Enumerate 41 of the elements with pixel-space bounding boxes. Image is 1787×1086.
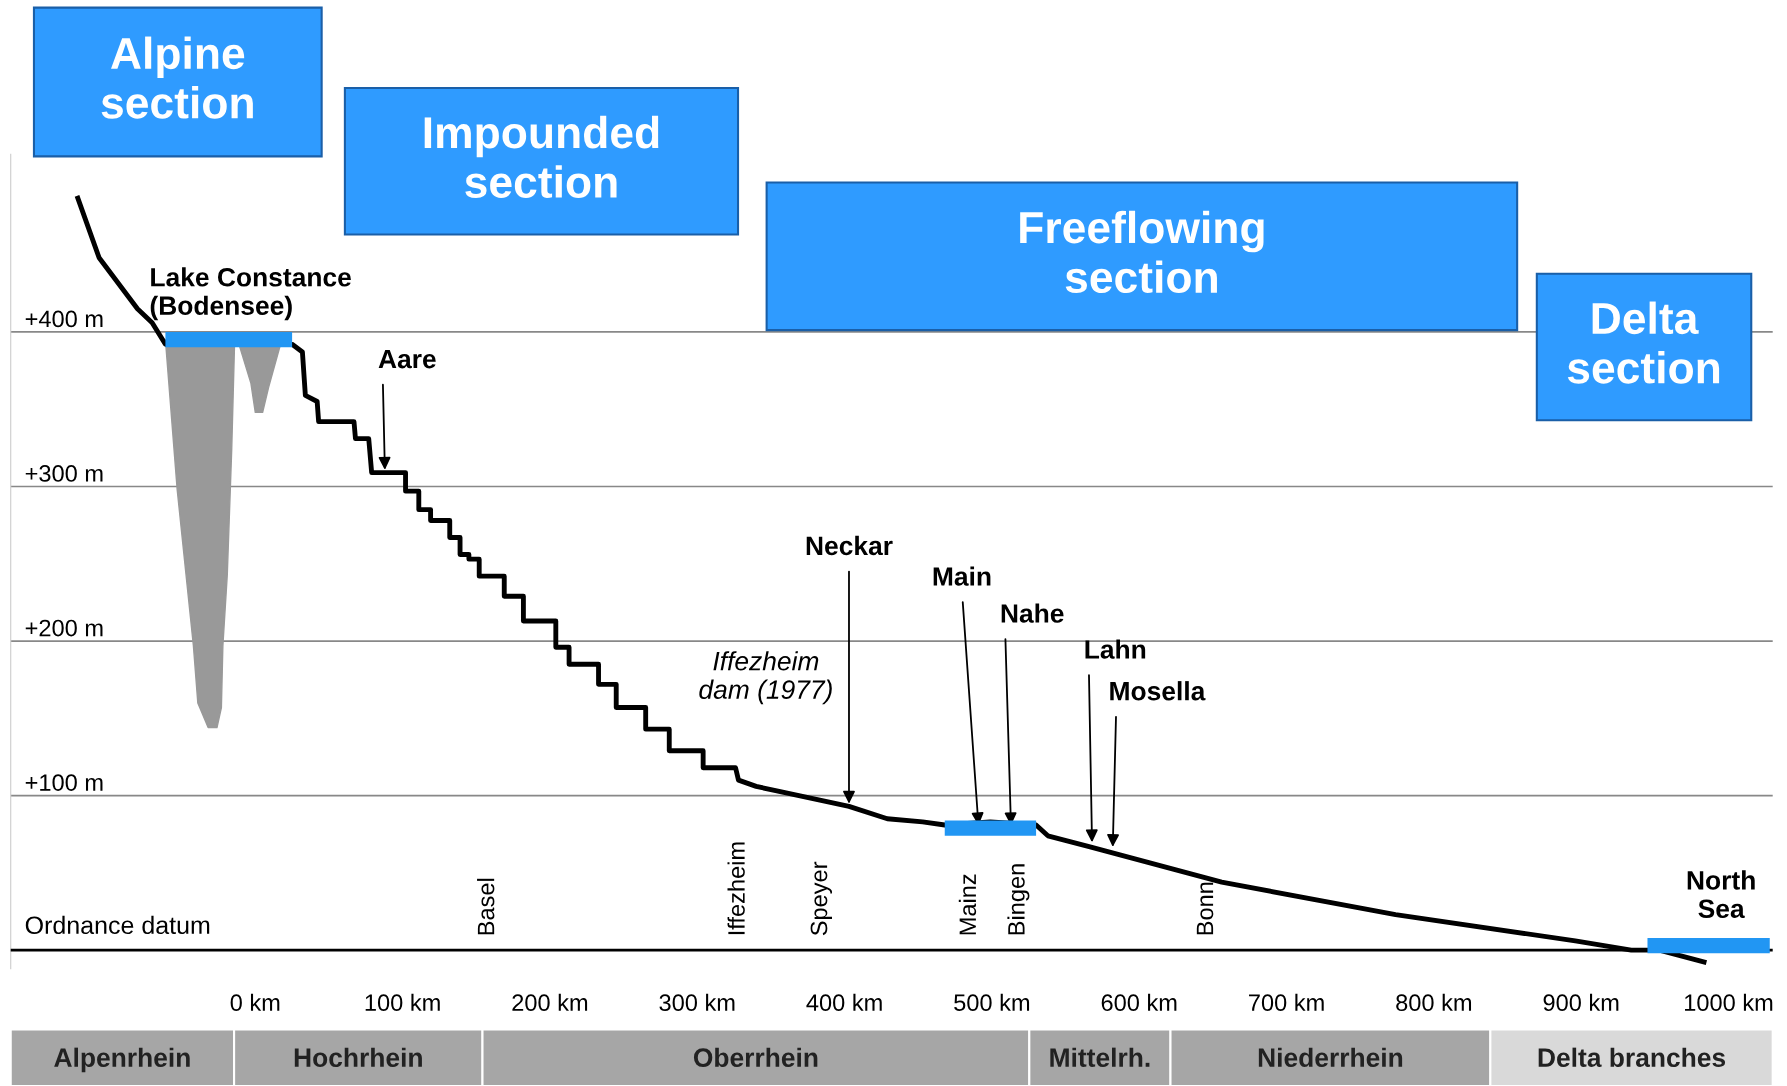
annotation: Mosella: [1110, 681, 1206, 701]
x-tick-label: 500 km: [954, 993, 1030, 1012]
annotation: Iffezheim: [727, 842, 745, 935]
x-tick-label: 0 km: [230, 993, 280, 1012]
annotation: Nahe: [1001, 603, 1064, 623]
text: Alpenrhein: [54, 1047, 190, 1073]
x-tick-label: 600 km: [1101, 993, 1177, 1012]
x-tick-label: 200 km: [512, 993, 588, 1012]
x-tick-label: 300 km: [659, 993, 735, 1012]
annotation: Impounded section: [424, 115, 659, 198]
x-tick-label: 100 km: [365, 993, 440, 1012]
y-tick-label: +200 m: [25, 619, 103, 637]
annotation: Delta section: [1567, 301, 1720, 384]
y-tick-label: +300 m: [25, 465, 103, 482]
text: Alpine section: [101, 36, 253, 119]
x-tick-label: 1000 km: [1685, 993, 1773, 1012]
x-tick-label: 700 km: [1249, 993, 1324, 1012]
annotation: Bingen: [1007, 864, 1030, 935]
annotation: Basel: [477, 878, 495, 935]
text: Oberrhein: [693, 1047, 818, 1068]
annotation: Main: [933, 566, 991, 586]
annotation: North Sea: [1687, 870, 1755, 919]
x-tick-label: 900 km: [1543, 993, 1619, 1012]
annotation: Mainz: [958, 874, 977, 935]
annotation: Bonn: [1196, 882, 1214, 935]
x-tick-label: 800 km: [1396, 993, 1472, 1012]
annotation: Neckar: [806, 535, 893, 556]
annotation: Freeflowing section: [1020, 210, 1264, 294]
annotation: Speyer: [810, 861, 832, 936]
y-tick-label: +100 m: [25, 774, 103, 791]
annotation: Iffezheim dam (1977): [699, 651, 832, 705]
ref-line-label: Ordnance datum: [25, 915, 210, 935]
x-tick-label: 400 km: [806, 993, 882, 1012]
y-tick-label: +400 m: [25, 310, 103, 328]
annotation: Lake Constance (Bodensee): [150, 267, 351, 321]
text: Niederrhein: [1258, 1047, 1403, 1068]
annotation: Lahn: [1085, 639, 1146, 659]
text: Mittelrh.: [1050, 1047, 1150, 1068]
text: Delta branches: [1538, 1047, 1726, 1068]
text: Hochrhein: [294, 1047, 422, 1068]
annotation: Aare: [378, 349, 436, 369]
